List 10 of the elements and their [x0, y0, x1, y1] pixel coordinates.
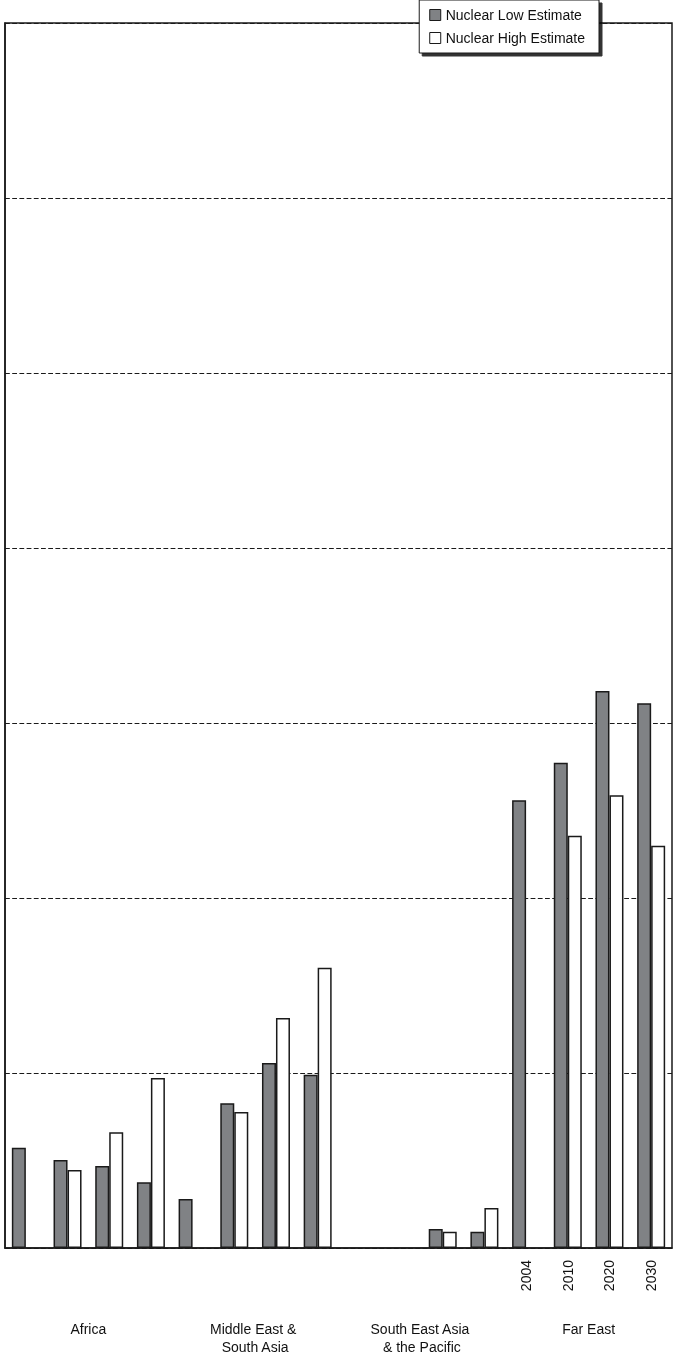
x-tick-label: 2004 — [518, 1259, 535, 1292]
x-tick-label: 2010 — [559, 1259, 576, 1292]
legend-label: Nuclear High Estimate — [445, 30, 586, 46]
text: Africa — [70, 1321, 107, 1337]
x-tick-label: 2020 — [601, 1259, 618, 1292]
text: Middle East & South Asia — [209, 1321, 301, 1355]
legend-label: Nuclear Low Estimate — [445, 7, 583, 23]
x-tick-label: 2030 — [643, 1259, 660, 1292]
text: South East Asia & the Pacific — [370, 1321, 474, 1355]
text: Far East — [562, 1321, 616, 1337]
